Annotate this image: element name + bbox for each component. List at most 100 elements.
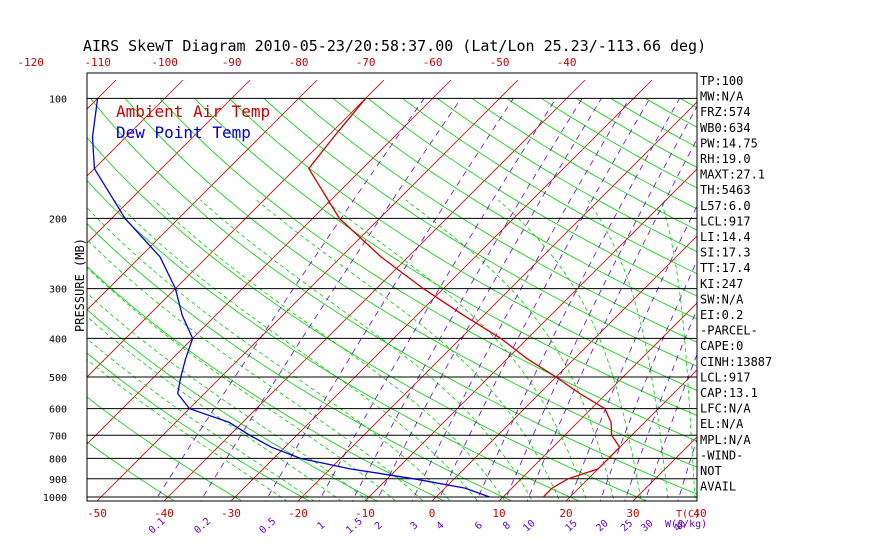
isotherm-line (0, 80, 49, 505)
dry-adiabat-line (471, 98, 697, 231)
moist-adiabat-line (587, 199, 669, 501)
sounding-profiles (91, 97, 621, 498)
index-entry: EI:0.2 (700, 308, 743, 322)
top-temp-tick-label: -90 (222, 56, 242, 69)
mixing-ratio-label: 8 (501, 520, 513, 532)
bottom-temp-tick-label: 30 (626, 507, 639, 520)
mixing-ratio-label: 15 (563, 518, 579, 534)
mixing-ratio-label: 30 (639, 518, 655, 534)
x-axis-label-temp: T(C) (676, 509, 700, 520)
mixing-ratio-line (351, 98, 583, 501)
index-entry: EL:N/A (700, 417, 744, 431)
mixing-ratio-line (318, 98, 557, 501)
index-entry: TH:5463 (700, 183, 751, 197)
top-temp-tick-label: -110 (84, 56, 111, 69)
mixing-ratio-label: 0.5 (258, 516, 279, 536)
mixing-ratio-label: 20 (594, 518, 610, 534)
dry-adiabat-line (159, 98, 697, 442)
mixing-ratio-line (476, 98, 680, 501)
x-axis-label-mix: W(g/kg) (665, 519, 707, 530)
bottom-temp-tick-label: 10 (492, 507, 505, 520)
bottom-temp-tick-label: 0 (429, 507, 436, 520)
top-temp-tick-label: -120 (17, 56, 44, 69)
mixing-ratio-label: 1 (316, 520, 328, 532)
dry-adiabat-line (367, 98, 697, 297)
moist-adiabat-line (87, 338, 315, 501)
dry-adiabat-line (87, 136, 648, 501)
bottom-temp-tick-label: -50 (87, 507, 107, 520)
index-entry: MAXT:27.1 (700, 168, 765, 182)
moist-adiabat-line (153, 199, 506, 501)
isotherm-line (297, 101, 697, 501)
mixing-ratio-label: 0.2 (192, 516, 213, 536)
dry-adiabat-line (87, 441, 176, 501)
top-temp-tick-label: -100 (151, 56, 178, 69)
moist-adiabat-line (660, 199, 696, 501)
pressure-tick-label: 300 (49, 285, 67, 296)
bottom-temp-tick-label: -20 (288, 507, 308, 520)
isotherm-line (364, 168, 697, 501)
isobar-lines (87, 97, 697, 498)
isotherm-line (87, 79, 318, 311)
isotherm-line (565, 369, 697, 501)
dry-adiabat-line (194, 98, 697, 416)
moist-adiabat-line (87, 239, 424, 501)
isotherm-line (87, 79, 184, 177)
dry-adiabat-line (124, 98, 697, 468)
index-entry: CAP:13.1 (700, 386, 758, 400)
bottom-temp-tick-label: 40 (693, 507, 706, 520)
dry-adiabat-line (87, 223, 513, 501)
dry-adiabat-lines (87, 98, 870, 505)
moist-adiabat-line (200, 199, 533, 501)
isotherm-line (431, 235, 697, 501)
mixing-ratio-lines (154, 98, 697, 501)
bottom-temp-axis: -50 -40 -30 -20 -10 0 10 20 30 40 (87, 507, 707, 520)
index-entry: AVAIL (700, 480, 736, 494)
index-entry: LCL:917 (700, 370, 751, 384)
index-entry: MW:N/A (700, 90, 744, 104)
dry-adiabat-line (87, 180, 581, 501)
bottom-temp-tick-label: 20 (559, 507, 572, 520)
moist-adiabat-line (87, 359, 288, 501)
pressure-tick-label: 900 (49, 475, 67, 486)
temperature-profile (308, 97, 621, 498)
index-entry: MPL:N/A (700, 433, 751, 447)
isotherm-line (87, 79, 251, 244)
dry-adiabat-line (87, 265, 446, 501)
mixing-ratio-line (568, 204, 697, 501)
dry-adiabat-line (87, 396, 243, 501)
dry-adiabat-line (402, 98, 697, 275)
isotherm-line (498, 302, 697, 501)
pressure-tick-label: 200 (49, 214, 67, 225)
dry-adiabat-line (333, 98, 697, 320)
pressure-tick-label: 400 (49, 334, 67, 345)
dry-adiabat-line (854, 98, 870, 505)
isotherm-line (163, 79, 586, 501)
top-temp-axis: -120 -110 -100 -90 -80 -70 -60 -50 -40 (17, 56, 576, 69)
pressure-tick-label: 600 (49, 405, 67, 416)
moist-adiabat-line (87, 316, 342, 501)
moist-adiabat-line (87, 267, 397, 501)
index-entry: -WIND- (700, 448, 743, 462)
isotherm-line (230, 79, 653, 501)
dry-adiabat-line (263, 98, 697, 367)
index-entry: SW:N/A (700, 292, 744, 306)
dry-adiabat-line (819, 98, 870, 505)
index-entry: L57:6.0 (700, 199, 751, 213)
mixing-ratio-line (199, 98, 462, 501)
dry-adiabat-line (298, 98, 697, 343)
mixing-ratio-line (376, 98, 602, 501)
dry-adiabat-line (645, 98, 697, 128)
mixing-ratio-line (265, 98, 514, 501)
moist-adiabat-line (324, 199, 588, 501)
pressure-tick-label: 500 (49, 373, 67, 384)
moist-adiabat-lines (87, 199, 696, 501)
top-temp-tick-label: -80 (289, 56, 309, 69)
index-entry: SI:17.3 (700, 246, 751, 260)
mixing-ratio-line (526, 138, 697, 501)
pressure-tick-label: 100 (49, 94, 67, 105)
index-entry: LI:14.4 (700, 230, 751, 244)
dewpoint-profile (91, 98, 490, 498)
